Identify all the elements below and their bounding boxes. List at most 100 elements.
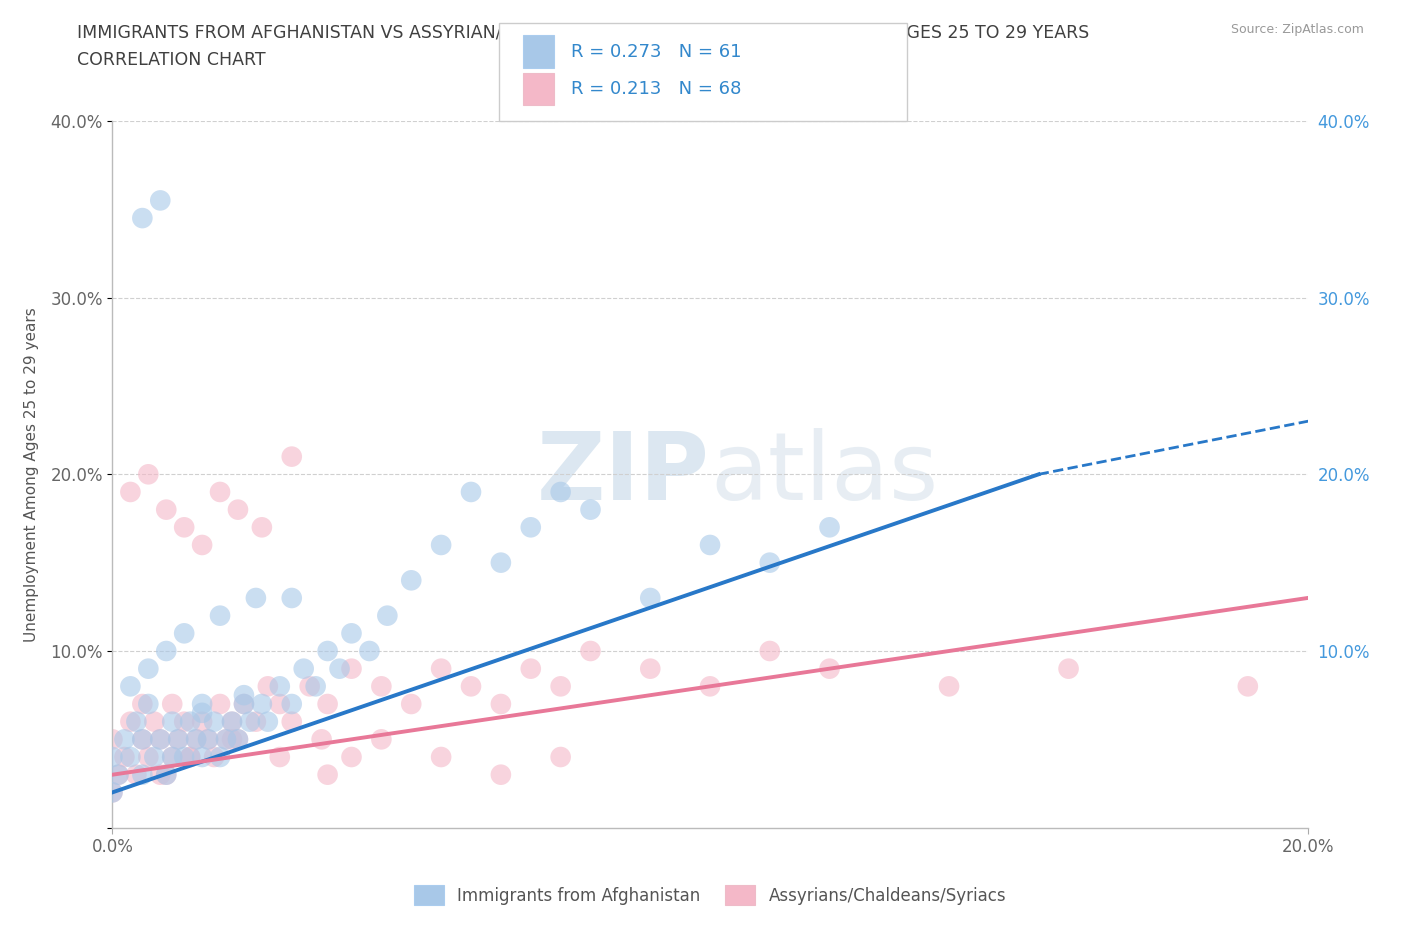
Point <box>191 705 214 720</box>
Point <box>125 767 148 782</box>
Point <box>120 750 142 764</box>
Point <box>209 485 232 499</box>
Point <box>191 714 214 729</box>
Point <box>340 626 363 641</box>
Point <box>120 679 142 694</box>
Point <box>162 750 183 764</box>
Point <box>579 644 602 658</box>
Point <box>162 714 183 729</box>
Point <box>818 661 841 676</box>
Point <box>226 502 249 517</box>
Point <box>938 679 960 694</box>
Point <box>221 714 243 729</box>
Point <box>167 732 190 747</box>
Point <box>209 697 232 711</box>
Text: ZIP: ZIP <box>537 429 710 520</box>
Point <box>550 679 572 694</box>
Point <box>257 679 280 694</box>
Point <box>489 555 512 570</box>
Point <box>550 750 572 764</box>
Point <box>370 732 392 747</box>
Point <box>125 714 148 729</box>
Point <box>699 679 721 694</box>
Point <box>759 555 782 570</box>
Point <box>1057 661 1080 676</box>
Point <box>215 732 238 747</box>
Point <box>430 661 453 676</box>
Point <box>101 785 124 800</box>
Point <box>143 750 166 764</box>
Point <box>149 193 172 208</box>
Point <box>311 732 333 747</box>
Point <box>131 732 153 747</box>
Point <box>186 732 208 747</box>
Point <box>245 714 267 729</box>
Point <box>316 697 339 711</box>
Point <box>155 644 177 658</box>
Point <box>167 732 190 747</box>
Point <box>179 750 201 764</box>
Point <box>155 767 177 782</box>
Point <box>579 502 602 517</box>
Point <box>340 750 363 764</box>
Point <box>131 211 153 226</box>
Point <box>305 679 328 694</box>
Point <box>245 591 267 605</box>
Point <box>173 750 195 764</box>
Point <box>197 732 219 747</box>
Legend: Immigrants from Afghanistan, Assyrians/Chaldeans/Syriacs: Immigrants from Afghanistan, Assyrians/C… <box>408 879 1012 911</box>
Point <box>401 573 423 588</box>
Point <box>215 732 238 747</box>
Text: R = 0.273   N = 61: R = 0.273 N = 61 <box>571 43 741 61</box>
Point <box>120 485 142 499</box>
Point <box>138 697 160 711</box>
Point <box>197 732 219 747</box>
Y-axis label: Unemployment Among Ages 25 to 29 years: Unemployment Among Ages 25 to 29 years <box>24 307 39 642</box>
Point <box>131 732 153 747</box>
Point <box>281 591 304 605</box>
Point <box>149 732 172 747</box>
Point <box>250 697 273 711</box>
Point <box>489 697 512 711</box>
Point <box>370 679 392 694</box>
Point <box>239 714 262 729</box>
Point <box>138 661 160 676</box>
Point <box>233 697 256 711</box>
Point <box>138 467 160 482</box>
Point <box>221 732 243 747</box>
Point <box>257 714 280 729</box>
Point <box>149 732 172 747</box>
Point <box>281 697 304 711</box>
Point <box>186 732 208 747</box>
Text: CORRELATION CHART: CORRELATION CHART <box>77 51 266 69</box>
Point <box>269 697 291 711</box>
Point <box>550 485 572 499</box>
Point <box>179 750 201 764</box>
Point <box>489 767 512 782</box>
Point <box>107 767 129 782</box>
Text: R = 0.213   N = 68: R = 0.213 N = 68 <box>571 80 741 99</box>
Point <box>131 767 153 782</box>
Point <box>233 697 256 711</box>
Point <box>430 750 453 764</box>
Point <box>179 714 201 729</box>
Point <box>818 520 841 535</box>
Text: IMMIGRANTS FROM AFGHANISTAN VS ASSYRIAN/CHALDEAN/SYRIAC UNEMPLOYMENT AMONG AGES : IMMIGRANTS FROM AFGHANISTAN VS ASSYRIAN/… <box>77 23 1090 41</box>
Point <box>269 679 291 694</box>
Point <box>120 714 142 729</box>
Point <box>191 750 214 764</box>
Point <box>101 732 124 747</box>
Point <box>460 485 482 499</box>
Point <box>226 732 249 747</box>
Point <box>149 767 172 782</box>
Point <box>460 679 482 694</box>
Point <box>430 538 453 552</box>
Point <box>520 520 543 535</box>
Text: Source: ZipAtlas.com: Source: ZipAtlas.com <box>1230 23 1364 36</box>
Point <box>162 750 183 764</box>
Point <box>209 750 232 764</box>
Point <box>316 767 339 782</box>
Point <box>292 661 315 676</box>
Point <box>640 591 662 605</box>
Point <box>759 644 782 658</box>
